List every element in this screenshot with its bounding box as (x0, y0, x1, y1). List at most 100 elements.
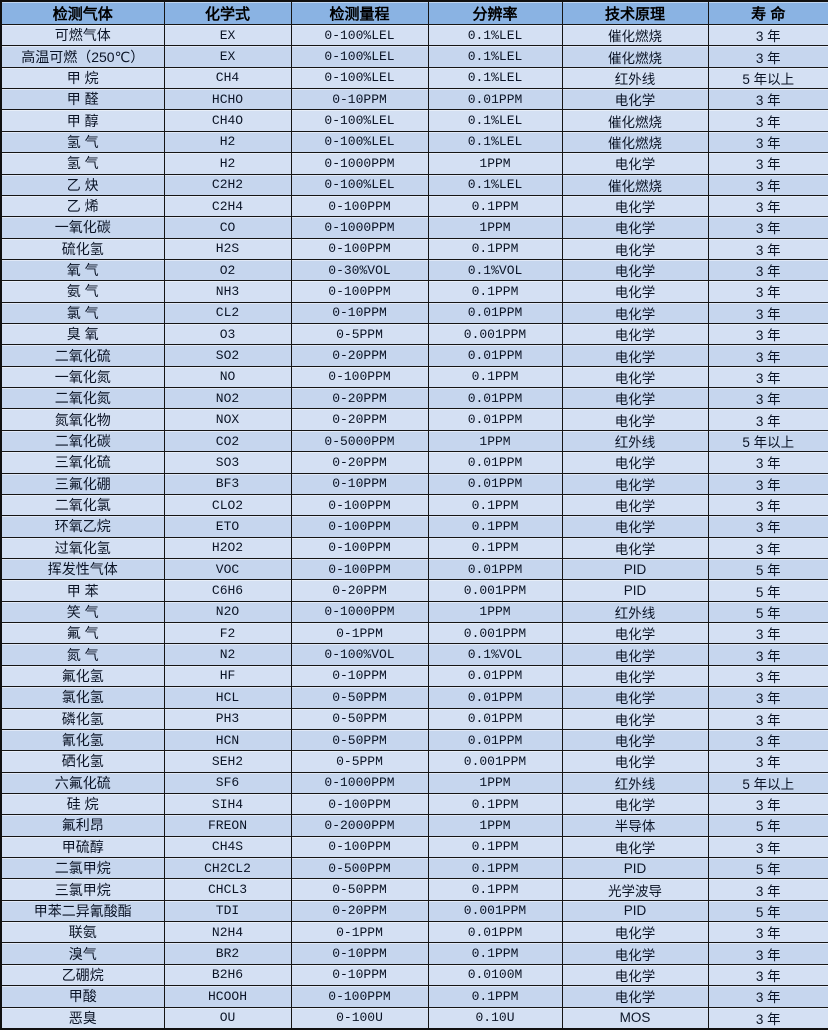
cell-detection-range: 0-100%LEL (290, 45, 429, 68)
cell-gas-name: 二氧化硫 (0, 344, 165, 367)
cell-chemical-formula: BR2 (163, 942, 292, 965)
table-row: 过氧化氢 H2O2 0-100PPM 0.1PPM 电化学 3 年 (0, 536, 828, 559)
cell-gas-name: 氯 气 (0, 301, 165, 325)
table-row: 臭 氧 O3 0-5PPM 0.001PPM 电化学 3 年 (0, 323, 828, 346)
cell-technology-principle: 电化学 (561, 387, 709, 410)
cell-lifespan: 3 年 (707, 963, 828, 987)
cell-lifespan: 3 年 (707, 707, 828, 730)
cell-detection-range: 0-20PPM (290, 408, 429, 431)
cell-technology-principle: 电化学 (561, 408, 709, 431)
cell-detection-range: 0-100PPM (290, 280, 429, 303)
cell-gas-name: 乙 炔 (0, 173, 165, 196)
cell-resolution: 0.1%LEL (427, 23, 563, 47)
cell-technology-principle: 催化燃烧 (561, 109, 709, 132)
cell-gas-name: 乙硼烷 (0, 963, 165, 987)
cell-technology-principle: 电化学 (561, 323, 709, 346)
cell-detection-range: 0-20PPM (290, 579, 429, 602)
cell-resolution: 0.001PPM (427, 622, 563, 645)
cell-detection-range: 0-50PPM (290, 686, 429, 709)
table-row: 氟化氢 HF 0-10PPM 0.01PPM 电化学 3 年 (0, 664, 828, 688)
cell-chemical-formula: C2H2 (163, 173, 292, 196)
cell-resolution: 0.01PPM (427, 707, 563, 730)
cell-resolution: 1PPM (427, 771, 563, 794)
cell-chemical-formula: NO (163, 365, 292, 389)
cell-detection-range: 0-30%VOL (290, 258, 429, 282)
cell-resolution: 1PPM (427, 216, 563, 239)
cell-detection-range: 0-100PPM (290, 237, 429, 260)
cell-lifespan: 3 年 (707, 472, 828, 495)
cell-chemical-formula: O2 (163, 258, 292, 282)
cell-gas-name: 甲 苯 (0, 579, 165, 602)
cell-detection-range: 0-100PPM (290, 985, 429, 1008)
cell-resolution: 0.01PPM (427, 88, 563, 111)
cell-gas-name: 三氧化硫 (0, 451, 165, 474)
cell-resolution: 0.1PPM (427, 365, 563, 389)
table-row: 硒化氢 SEH2 0-5PPM 0.001PPM 电化学 3 年 (0, 750, 828, 773)
table-row: 笑 气 N2O 0-1000PPM 1PPM 红外线 5 年 (0, 600, 828, 624)
cell-gas-name: 氰化氢 (0, 728, 165, 752)
table-row: 三氟化硼 BF3 0-10PPM 0.01PPM 电化学 3 年 (0, 472, 828, 495)
cell-gas-name: 一氧化氮 (0, 365, 165, 389)
cell-chemical-formula: HCN (163, 728, 292, 752)
cell-detection-range: 0-20PPM (290, 387, 429, 410)
table-row: 二氧化氯 CLO2 0-100PPM 0.1PPM 电化学 3 年 (0, 493, 828, 517)
cell-detection-range: 0-100%LEL (290, 173, 429, 196)
table-row: 甲 醇 CH4O 0-100%LEL 0.1%LEL 催化燃烧 3 年 (0, 109, 828, 132)
cell-resolution: 0.01PPM (427, 921, 563, 944)
cell-detection-range: 0-1000PPM (290, 600, 429, 624)
cell-detection-range: 0-10PPM (290, 664, 429, 688)
cell-gas-name: 甲 醛 (0, 88, 165, 111)
table-row: 甲硫醇 CH4S 0-100PPM 0.1PPM 电化学 3 年 (0, 835, 828, 859)
cell-gas-name: 环氧乙烷 (0, 515, 165, 538)
table-row: 挥发性气体 VOC 0-100PPM 0.01PPM PID 5 年 (0, 557, 828, 581)
cell-chemical-formula: VOC (163, 557, 292, 581)
table-row: 氰化氢 HCN 0-50PPM 0.01PPM 电化学 3 年 (0, 728, 828, 752)
cell-gas-name: 溴气 (0, 942, 165, 965)
cell-technology-principle: 红外线 (561, 429, 709, 453)
cell-gas-name: 笑 气 (0, 600, 165, 624)
cell-resolution: 0.001PPM (427, 579, 563, 602)
table-row: 氨 气 NH3 0-100PPM 0.1PPM 电化学 3 年 (0, 280, 828, 303)
cell-gas-name: 高温可燃（250℃） (0, 45, 165, 68)
cell-gas-name: 氢 气 (0, 152, 165, 175)
cell-gas-name: 氮 气 (0, 643, 165, 666)
cell-gas-name: 甲苯二异氰酸酯 (0, 899, 165, 923)
cell-technology-principle: 催化燃烧 (561, 45, 709, 68)
cell-detection-range: 0-5PPM (290, 323, 429, 346)
cell-resolution: 0.1PPM (427, 536, 563, 559)
cell-gas-name: 过氧化氢 (0, 536, 165, 559)
table-header-row: 检测气体 化学式 检测量程 分辨率 技术原理寿 命 (0, 0, 828, 25)
cell-technology-principle: 催化燃烧 (561, 130, 709, 154)
cell-gas-name: 氟 气 (0, 622, 165, 645)
cell-lifespan: 3 年 (707, 750, 828, 773)
cell-gas-name: 乙 烯 (0, 194, 165, 218)
cell-lifespan: 3 年 (707, 88, 828, 111)
cell-detection-range: 0-1000PPM (290, 152, 429, 175)
column-header-resolution: 分辨率 (427, 0, 563, 25)
cell-resolution: 0.01PPM (427, 408, 563, 431)
table-row: 二氧化硫 SO2 0-20PPM 0.01PPM 电化学 3 年 (0, 344, 828, 367)
cell-detection-range: 0-1000PPM (290, 771, 429, 794)
cell-detection-range: 0-100%LEL (290, 23, 429, 47)
cell-chemical-formula: OU (163, 1006, 292, 1030)
cell-gas-name: 甲 烷 (0, 66, 165, 90)
cell-chemical-formula: N2H4 (163, 921, 292, 944)
cell-gas-name: 氟利昂 (0, 814, 165, 837)
table-row: 六氟化硫 SF6 0-1000PPM 1PPM 红外线 5 年以上 (0, 771, 828, 794)
cell-chemical-formula: EX (163, 45, 292, 68)
cell-technology-principle: 电化学 (561, 258, 709, 282)
cell-gas-name: 二氧化氮 (0, 387, 165, 410)
cell-lifespan: 3 年 (707, 493, 828, 517)
cell-chemical-formula: CLO2 (163, 493, 292, 517)
cell-resolution: 0.01PPM (427, 344, 563, 367)
cell-technology-principle: 电化学 (561, 451, 709, 474)
column-header-detection-range: 检测量程 (290, 0, 429, 25)
cell-resolution: 0.1%LEL (427, 66, 563, 90)
table-row: 氟 气 F2 0-1PPM 0.001PPM 电化学 3 年 (0, 622, 828, 645)
cell-lifespan: 5 年 (707, 814, 828, 837)
cell-detection-range: 0-10PPM (290, 88, 429, 111)
cell-chemical-formula: CHCL3 (163, 878, 292, 901)
cell-lifespan: 3 年 (707, 216, 828, 239)
cell-lifespan: 3 年 (707, 109, 828, 132)
cell-technology-principle: 电化学 (561, 728, 709, 752)
